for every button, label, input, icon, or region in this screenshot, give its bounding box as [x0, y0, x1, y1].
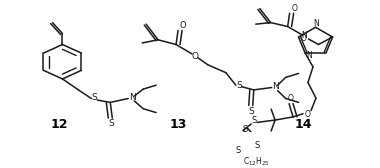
Text: O: O: [288, 94, 294, 103]
Text: O: O: [292, 4, 298, 13]
Text: O: O: [180, 21, 186, 30]
Text: 14: 14: [295, 118, 312, 131]
Text: N: N: [306, 51, 312, 60]
Text: N: N: [302, 31, 307, 40]
Text: S: S: [236, 146, 241, 155]
Text: S: S: [248, 107, 254, 116]
Text: N: N: [272, 82, 279, 91]
Text: O: O: [301, 34, 307, 43]
Text: 13: 13: [170, 118, 187, 131]
Text: O: O: [305, 110, 311, 119]
Text: S: S: [92, 93, 97, 102]
Text: N: N: [314, 19, 320, 28]
Text: N: N: [129, 93, 136, 102]
Text: S: S: [255, 141, 260, 150]
Text: 12: 12: [51, 118, 68, 131]
Text: S: S: [242, 125, 248, 134]
Text: S: S: [108, 119, 114, 128]
Text: S: S: [252, 116, 257, 125]
Text: O: O: [192, 52, 198, 61]
Text: S: S: [236, 81, 242, 91]
Text: C$_{12}$H$_{25}$: C$_{12}$H$_{25}$: [243, 155, 270, 168]
